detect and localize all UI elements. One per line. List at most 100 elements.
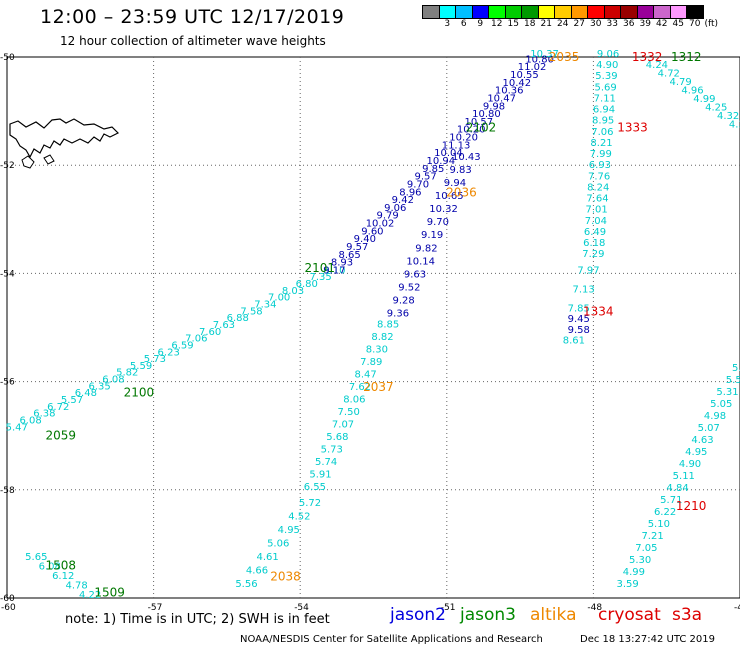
wave-height-value: 9.45 (568, 314, 590, 325)
scale-tick-label: 27 (573, 19, 585, 29)
island-outline (21, 154, 55, 169)
wave-height-value: 4.90 (679, 459, 701, 470)
wave-height-value: 4.99 (693, 94, 715, 105)
wave-height-value: 9.36 (387, 309, 409, 320)
wave-height-value: 10.57 (465, 117, 494, 128)
wave-height-value: 7.97 (577, 265, 599, 276)
wave-height-value: 7.01 (586, 205, 608, 216)
wave-height-value: 8.95 (592, 116, 614, 127)
wave-height-value: 5.68 (326, 432, 348, 443)
wave-height-value: 7.62 (349, 382, 371, 393)
wave-height-value: 4.90 (596, 60, 618, 71)
scale-tick-label: 21 (540, 19, 552, 29)
scale-tick-label: 15 (507, 19, 519, 29)
footnote: note: 1) Time is in UTC; 2) SWH is in fe… (65, 612, 330, 627)
track-time-label: 1334 (583, 304, 614, 318)
wave-height-value: 6.80 (296, 279, 318, 290)
wave-height-value: 8.24 (587, 182, 609, 193)
wave-height-value: 10.20 (449, 133, 478, 144)
legend-altika: altika (530, 605, 577, 625)
wave-height-value: 5.91 (309, 469, 331, 480)
wave-height-value: 8.06 (343, 394, 365, 405)
legend-s3a: s3a (672, 605, 703, 625)
wave-height-value: 7.63 (213, 320, 235, 331)
scale-tick-label: 36 (623, 19, 635, 29)
wave-height-value: 6.72 (47, 402, 69, 413)
wave-height-value: 8.96 (399, 187, 421, 198)
wave-height-value: 6.22 (654, 507, 676, 518)
track-time-label: 1312 (671, 50, 702, 64)
latitude-label: -54 (0, 269, 15, 279)
color-scale-labels: 3 6 9 12 15 18 21 24 27 30 33 36 39 42 45 70 (ft) (422, 19, 719, 29)
wave-height-value: 7.34 (254, 300, 276, 311)
falkland-islands-land (9, 118, 120, 159)
wave-height-value: 5.10 (648, 519, 670, 530)
wave-height-value: 5.73 (144, 354, 166, 365)
wave-height-value: 7.07 (332, 419, 354, 430)
wave-height-value: 7.06 (591, 127, 613, 138)
wave-height-value: 4.98 (704, 411, 726, 422)
wave-height-value: 5.71 (660, 495, 682, 506)
wave-height-value: 9.57 (414, 172, 436, 183)
wave-height-value: 4.72 (658, 68, 680, 79)
legend-jason3: jason3 (460, 605, 516, 625)
wave-height-value: 9.40 (354, 234, 376, 245)
wave-height-value: 8.30 (366, 344, 388, 355)
wave-height-value: 7.50 (338, 407, 360, 418)
wave-height-value: 4.66 (246, 566, 268, 577)
wave-height-value: 7.11 (594, 93, 616, 104)
track-time-label: 2100 (124, 385, 155, 399)
wave-height-value: 6.12 (52, 571, 74, 582)
wave-height-value: 7.99 (590, 149, 612, 160)
wave-height-value: 7.60 (199, 327, 221, 338)
wave-height-value: 5.07 (698, 423, 720, 434)
wave-height-value: 6.35 (89, 381, 111, 392)
wave-height-value: 4.32 (717, 111, 739, 122)
color-scale: 3 6 9 12 15 18 21 24 27 30 33 36 39 42 45 70 (ft) (422, 5, 719, 29)
wave-height-value: 10.20 (457, 125, 486, 136)
track-time-label: 1332 (632, 50, 663, 64)
wave-height-value: 4.96 (681, 85, 703, 96)
wave-height-value: 6.88 (227, 313, 249, 324)
longitude-label: -45 (734, 603, 740, 613)
scale-tick-label: 39 (639, 19, 651, 29)
wave-height-value: 8.85 (377, 320, 399, 331)
wave-height-value: 7.06 (185, 334, 207, 345)
wave-height-value: 9.06 (384, 203, 406, 214)
wave-height-value: 10.94 (427, 156, 456, 167)
track-time-label: 1210 (676, 499, 707, 513)
color-scale-swatches (422, 5, 719, 19)
wave-height-value: 9.70 (407, 179, 429, 190)
wave-height-value: 7.05 (635, 543, 657, 554)
longitude-label: -51 (441, 603, 456, 613)
wave-height-value: 6.38 (33, 409, 55, 420)
wave-height-value: 3.59 (616, 579, 638, 590)
wave-height-value: 9.82 (415, 243, 437, 254)
wave-height-value: 7.00 (268, 293, 290, 304)
latitude-label: -56 (0, 378, 15, 388)
wave-height-value: 10.55 (510, 70, 539, 81)
wave-height-value: 5.65 (25, 552, 47, 563)
scale-tick-label: 6 (460, 19, 467, 29)
wave-height-value: 4.84 (666, 483, 688, 494)
wave-height-value: 9.19 (421, 230, 443, 241)
wave-height-value: 5.47 (6, 422, 28, 433)
wave-height-value: 9.70 (427, 217, 449, 228)
scale-tick-label: 42 (656, 19, 668, 29)
track-time-label: 1509 (94, 586, 125, 600)
wave-height-value: 6.93 (589, 160, 611, 171)
wave-height-value: 8.10 (323, 265, 345, 276)
wave-height-value: 6.23 (158, 347, 180, 358)
wave-height-value: 8.65 (338, 250, 360, 261)
wave-height-value: 6.59 (171, 340, 193, 351)
wave-height-value: 7.58 (240, 306, 262, 317)
wave-height-value: 9.98 (483, 101, 505, 112)
wave-height-value: 10.80 (525, 54, 554, 65)
wave-height-value: 4.52 (288, 512, 310, 523)
track-time-label: 2101 (304, 261, 335, 275)
scale-tick-label: 70 (689, 19, 701, 29)
credit-line: NOAA/NESDIS Center for Satellite Applica… (240, 634, 543, 645)
wave-height-value: 4.63 (691, 435, 713, 446)
wave-height-value: 8.21 (590, 138, 612, 149)
